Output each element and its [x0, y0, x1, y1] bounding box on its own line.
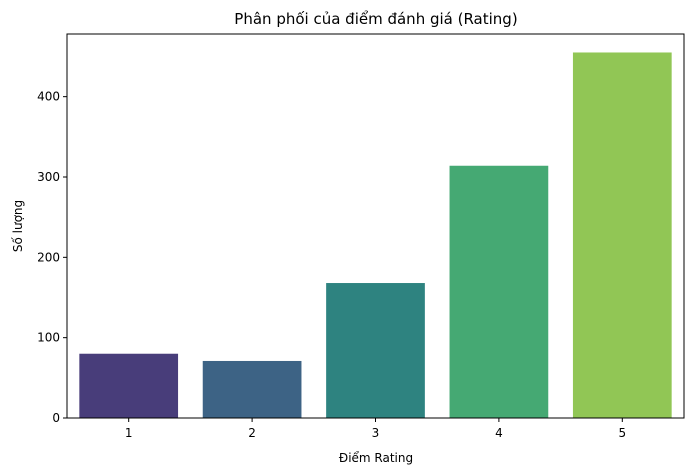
x-tick-label: 5: [618, 426, 626, 440]
chart-title: Phân phối của điểm đánh giá (Rating): [234, 10, 517, 28]
bar-rating-5: [572, 52, 672, 418]
y-axis-label: Số lượng: [11, 200, 25, 252]
bars-group: [79, 52, 672, 418]
x-axis-label: Điểm Rating: [339, 451, 413, 465]
x-axis-ticks: 1 2 3 4 5: [125, 418, 626, 440]
y-tick-label: 300: [37, 170, 60, 184]
y-tick-label: 200: [37, 250, 60, 264]
x-tick-label: 2: [248, 426, 256, 440]
bar-rating-3: [326, 283, 425, 418]
x-tick-label: 1: [125, 426, 133, 440]
x-tick-label: 4: [495, 426, 503, 440]
bar-rating-2: [202, 360, 302, 418]
bar-rating-4: [449, 165, 549, 418]
x-tick-label: 3: [372, 426, 380, 440]
y-axis-ticks: 0 100 200 300 400: [37, 90, 67, 425]
plot-frame: [66, 33, 685, 419]
y-tick-label: 0: [52, 411, 60, 425]
bar-rating-1: [79, 353, 179, 418]
y-tick-label: 400: [37, 90, 60, 104]
y-tick-label: 100: [37, 331, 60, 345]
